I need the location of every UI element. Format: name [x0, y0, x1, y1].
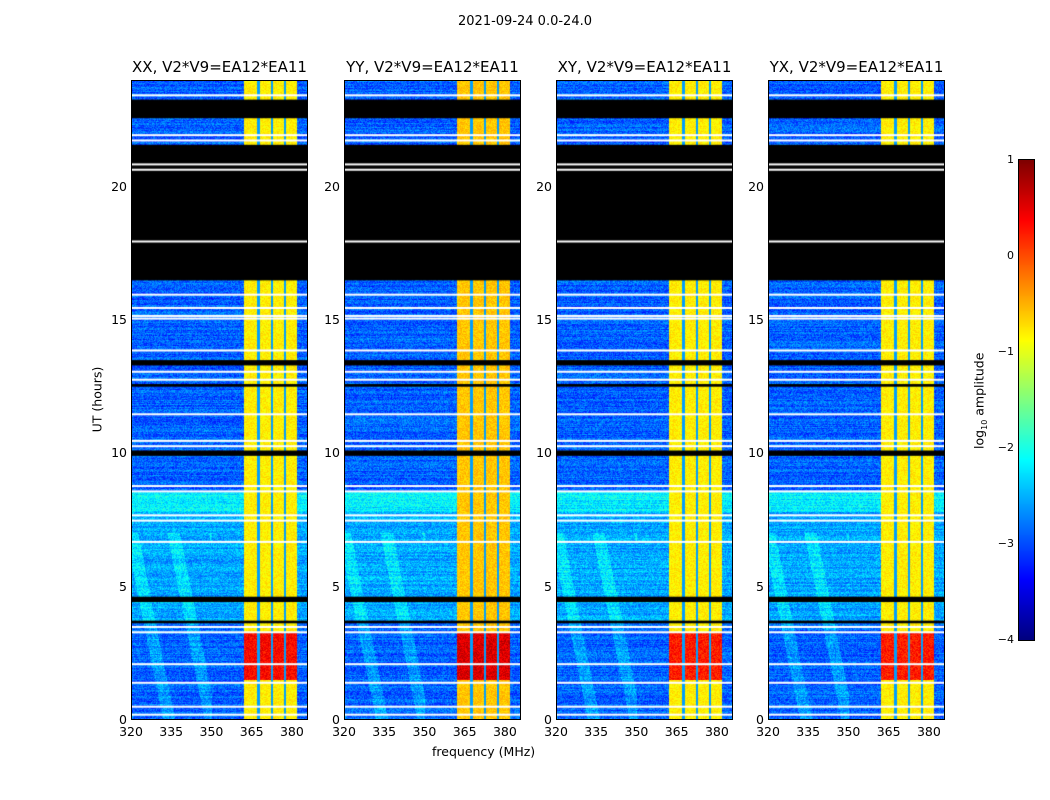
- panel-title: YX, V2*V9=EA12*EA11: [769, 58, 944, 76]
- y-tick-label: 10: [536, 445, 552, 461]
- x-tick-label: 320: [332, 724, 356, 739]
- colorbar-tick-label: 1: [1007, 153, 1014, 166]
- x-tick-label: 320: [119, 724, 143, 739]
- x-tick-label: 335: [796, 724, 821, 739]
- spectrogram-image: [132, 81, 307, 719]
- x-tick-label: 320: [544, 724, 568, 739]
- x-tick-label: 380: [704, 724, 729, 739]
- y-tick-label: 10: [111, 445, 127, 461]
- y-tick-label: 10: [324, 445, 340, 461]
- y-tick-label: 20: [536, 178, 552, 194]
- figure-title: 2021-09-24 0.0-24.0: [458, 14, 592, 29]
- x-tick-label: 350: [199, 724, 224, 739]
- y-tick-label: 0: [119, 712, 127, 727]
- panel-title: XY, V2*V9=EA12*EA11: [557, 58, 732, 76]
- x-tick-label: 350: [836, 724, 861, 739]
- colorbar-tick-label: 0: [1007, 249, 1014, 262]
- y-tick-label: 5: [544, 578, 552, 594]
- panel-title: YY, V2*V9=EA12*EA11: [346, 58, 519, 76]
- x-tick-label: 335: [159, 724, 184, 739]
- spectrogram-image: [557, 81, 732, 719]
- x-tick-label: 365: [452, 724, 477, 739]
- spectrogram-panel-2: [556, 80, 733, 720]
- colorbar-label-log: log: [971, 429, 987, 449]
- x-tick-label: 365: [664, 724, 689, 739]
- x-tick-label: 365: [239, 724, 264, 739]
- y-tick-label: 15: [536, 312, 552, 327]
- y-tick-label: 0: [544, 712, 552, 727]
- y-tick-label: 15: [111, 312, 127, 327]
- x-tick-label: 320: [756, 724, 780, 739]
- colorbar-tick-label: −3: [997, 537, 1014, 550]
- colorbar-tick-label: −4: [997, 633, 1014, 646]
- x-tick-label: 350: [412, 724, 437, 739]
- x-tick-label: 380: [279, 724, 304, 739]
- colorbar-label-rest: amplitude: [971, 352, 987, 420]
- x-tick-label: 335: [584, 724, 609, 739]
- spectrogram-panel-3: [768, 80, 945, 720]
- y-tick-label: 10: [748, 445, 764, 461]
- x-tick-label: 380: [916, 724, 941, 739]
- y-tick-label: 5: [332, 578, 340, 594]
- x-tick-label: 335: [372, 724, 397, 739]
- colorbar-tick-label: −1: [997, 345, 1014, 358]
- y-tick-label: 20: [111, 178, 127, 194]
- spectrogram-panel-0: [131, 80, 308, 720]
- y-tick-label: 15: [324, 312, 340, 327]
- y-tick-label: 0: [756, 712, 764, 727]
- colorbar-label: log10 amplitude: [971, 341, 989, 461]
- colorbar: [1018, 159, 1035, 641]
- colorbar-gradient: [1019, 160, 1034, 640]
- panel-title: XX, V2*V9=EA12*EA11: [132, 58, 307, 76]
- colorbar-label-sub: 10: [979, 419, 989, 430]
- x-tick-label: 380: [492, 724, 517, 739]
- spectrogram-panel-1: [344, 80, 521, 720]
- y-tick-label: 15: [748, 312, 764, 327]
- y-tick-label: 5: [119, 578, 127, 594]
- spectrogram-image: [769, 81, 944, 719]
- y-tick-label: 20: [748, 178, 764, 194]
- y-tick-label: 0: [332, 712, 340, 727]
- y-axis-label: UT (hours): [89, 366, 105, 433]
- x-tick-label: 365: [876, 724, 901, 739]
- spectrogram-image: [345, 81, 520, 719]
- x-tick-label: 350: [624, 724, 649, 739]
- colorbar-tick-label: −2: [997, 441, 1014, 454]
- x-axis-label: frequency (MHz): [432, 744, 536, 759]
- y-tick-label: 5: [756, 578, 764, 594]
- y-tick-label: 20: [324, 178, 340, 194]
